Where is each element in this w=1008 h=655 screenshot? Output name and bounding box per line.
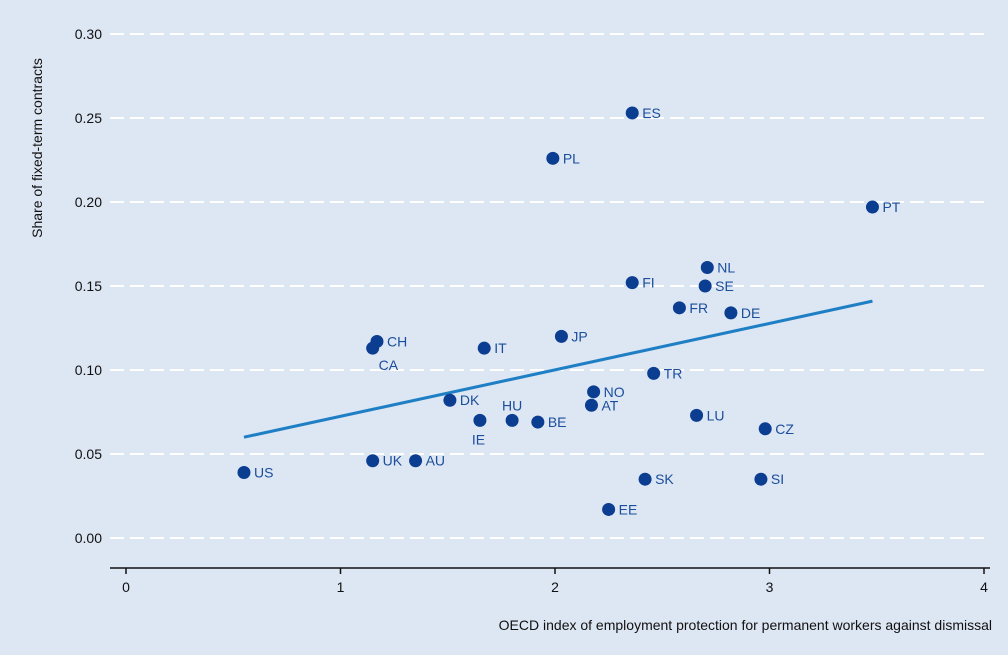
point-label-ch: CH xyxy=(387,333,407,349)
x-tick-label: 4 xyxy=(980,579,988,595)
point-label-au: AU xyxy=(426,453,445,469)
y-tick-label: 0.20 xyxy=(75,194,102,210)
axes: 0.00 0.05 0.10 0.15 0.20 0.25 0.30 0 1 2 3 4 xyxy=(75,26,990,595)
trend-line xyxy=(243,299,873,439)
point-label-hu: HU xyxy=(502,397,522,413)
point-label-cz: CZ xyxy=(775,421,794,437)
point-label-pl: PL xyxy=(563,150,580,166)
point-label-it: IT xyxy=(494,340,507,356)
data-point-us xyxy=(237,465,251,479)
point-label-no: NO xyxy=(604,384,625,400)
point-label-be: BE xyxy=(548,414,567,430)
point-label-ca: CA xyxy=(379,357,399,373)
data-point-se xyxy=(698,279,712,293)
data-point-fr xyxy=(672,301,686,315)
point-label-at: AT xyxy=(601,397,618,413)
x-tick-label: 0 xyxy=(122,579,130,595)
data-point-au xyxy=(409,454,423,468)
y-axis-title: Share of fixed-term contracts xyxy=(29,58,45,238)
data-point-no xyxy=(587,385,601,399)
point-label-si: SI xyxy=(771,471,784,487)
data-point-dk xyxy=(443,393,457,407)
grid-lines xyxy=(110,33,990,539)
point-label-ee: EE xyxy=(619,501,638,517)
data-point-ee xyxy=(602,502,616,516)
data-point-si xyxy=(754,472,768,486)
data-point-fi xyxy=(625,276,639,290)
x-tick-label: 3 xyxy=(766,579,774,595)
point-label-sk: SK xyxy=(655,471,674,487)
data-point-ie xyxy=(473,413,487,427)
point-label-us: US xyxy=(254,464,273,480)
y-tick-label: 0.00 xyxy=(75,530,102,546)
point-label-nl: NL xyxy=(717,260,735,276)
x-axis-title: OECD index of employment protection for … xyxy=(499,617,992,633)
data-point-pl xyxy=(546,151,560,165)
data-point-de xyxy=(724,306,738,320)
data-point-hu xyxy=(505,413,519,427)
data-point-at xyxy=(584,398,598,412)
point-label-dk: DK xyxy=(460,392,480,408)
point-label-pt: PT xyxy=(882,199,900,215)
point-label-se: SE xyxy=(715,278,734,294)
data-point-it xyxy=(477,341,491,355)
point-label-ie: IE xyxy=(472,431,485,447)
point-label-fi: FI xyxy=(642,275,654,291)
data-point-be xyxy=(531,415,545,429)
data-point-cz xyxy=(758,422,772,436)
x-tick-label: 2 xyxy=(551,579,559,595)
point-label-tr: TR xyxy=(664,365,683,381)
data-point-lu xyxy=(690,408,704,422)
trend-line-group xyxy=(243,299,873,439)
y-tick-label: 0.25 xyxy=(75,110,102,126)
data-point-tr xyxy=(647,366,661,380)
data-point-ca xyxy=(366,341,380,355)
data-point-es xyxy=(625,106,639,120)
data-point-pt xyxy=(865,200,879,214)
data-point-jp xyxy=(554,329,568,343)
y-tick-label: 0.05 xyxy=(75,446,102,462)
y-tick-label: 0.15 xyxy=(75,278,102,294)
point-label-es: ES xyxy=(642,105,661,121)
x-tick-label: 1 xyxy=(337,579,345,595)
y-tick-label: 0.30 xyxy=(75,26,102,42)
data-point-uk xyxy=(366,454,380,468)
point-label-de: DE xyxy=(741,305,760,321)
point-label-lu: LU xyxy=(707,407,725,423)
y-tick-label: 0.10 xyxy=(75,362,102,378)
point-label-uk: UK xyxy=(383,453,403,469)
data-point-nl xyxy=(700,261,714,275)
point-label-jp: JP xyxy=(571,328,587,344)
point-label-fr: FR xyxy=(689,300,708,316)
data-point-sk xyxy=(638,472,652,486)
